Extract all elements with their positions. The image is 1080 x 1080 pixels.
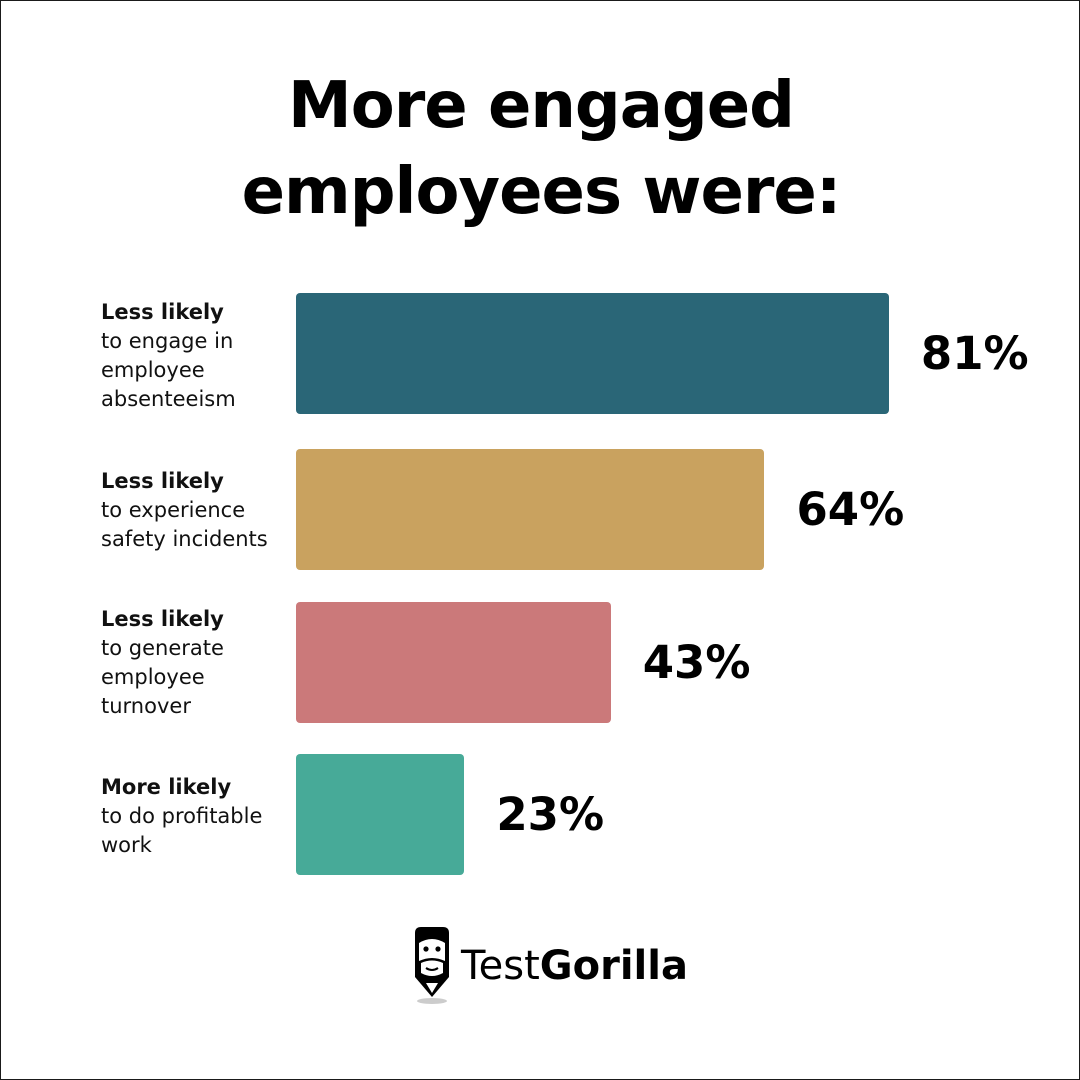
brand-name-bold: Gorilla xyxy=(539,943,688,989)
brand-name-light: Test xyxy=(461,943,540,989)
bar xyxy=(296,293,889,414)
category-label: Less likely to engage in employee absente… xyxy=(101,298,291,414)
category-label-lead: Less likely xyxy=(101,469,224,493)
bar xyxy=(296,754,465,875)
category-label-detail: to generate employee turnover xyxy=(101,636,224,718)
title-line-2: employees were: xyxy=(241,155,842,229)
bar xyxy=(296,602,611,723)
testgorilla-logo: TestGorilla xyxy=(409,925,688,1005)
category-label: More likely to do profitable work xyxy=(101,773,291,860)
category-label: Less likely to experience safety incident… xyxy=(101,467,291,554)
value-label: 81% xyxy=(920,327,1029,380)
value-label: 64% xyxy=(796,483,905,536)
value-label: 23% xyxy=(496,788,605,841)
category-label-lead: Less likely xyxy=(101,300,224,324)
category-label-detail: to do profitable work xyxy=(101,804,263,857)
category-label-detail: to engage in employee absenteeism xyxy=(101,329,236,411)
category-label-lead: Less likely xyxy=(101,607,224,631)
brand-name: TestGorilla xyxy=(461,943,688,989)
category-label-detail: to experience safety incidents xyxy=(101,498,268,551)
gorilla-pencil-icon xyxy=(415,927,449,1004)
value-label: 43% xyxy=(642,636,751,689)
bar xyxy=(296,449,765,570)
chart-title: More engaged employees were: xyxy=(1,63,1080,235)
title-line-1: More engaged xyxy=(288,69,795,143)
category-label-lead: More likely xyxy=(101,775,232,799)
category-label: Less likely to generate employee turnover xyxy=(101,605,291,721)
